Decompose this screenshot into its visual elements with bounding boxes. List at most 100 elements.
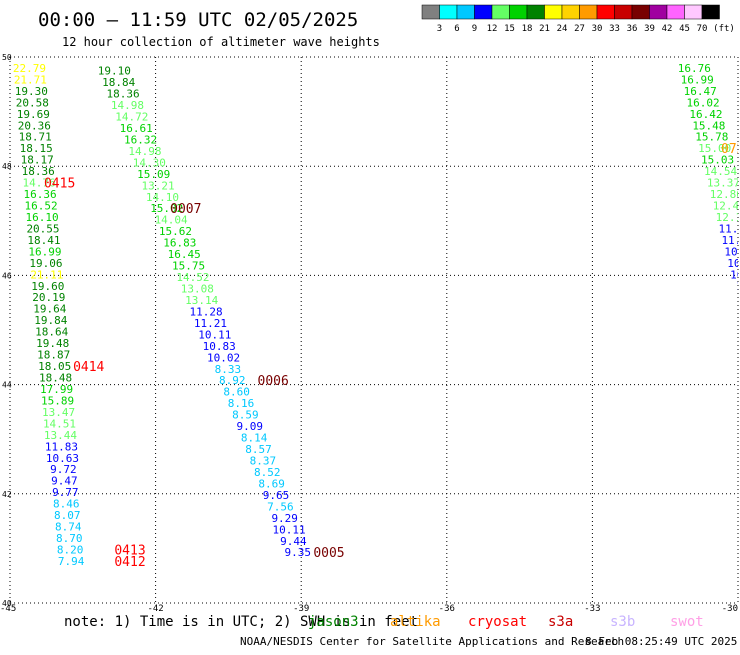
- color-tick-label: 70: [697, 24, 708, 34]
- wave-height-value: 21.71: [14, 73, 47, 86]
- wave-height-value: 9.35: [285, 546, 312, 559]
- wave-height-value: 8.92: [219, 374, 246, 387]
- wave-height-value: 18.71: [19, 131, 52, 144]
- wave-height-value: 14.54: [704, 165, 737, 178]
- wave-height-value: 18.36: [107, 88, 140, 101]
- wave-height-value: 15.89: [41, 394, 74, 407]
- wave-height-value: 8.07: [54, 509, 81, 522]
- time-label: 0006: [258, 374, 289, 389]
- wave-height-value: 15.78: [695, 131, 728, 144]
- wave-height-value: 10.40: [727, 257, 740, 270]
- wave-height-value: 15.00: [698, 142, 731, 155]
- color-tick-label: 36: [627, 24, 638, 34]
- color-unit-label: (ft): [713, 24, 735, 34]
- color-tick-label: 33: [609, 24, 620, 34]
- y-tick-label: 42: [2, 490, 12, 499]
- time-label: 0005: [313, 546, 344, 561]
- wave-height-value: 16.10: [25, 211, 58, 224]
- x-tick-label: -36: [439, 604, 455, 614]
- wave-height-value: 8.16: [228, 397, 255, 410]
- wave-height-value: 18.41: [27, 234, 60, 247]
- color-tick-label: 42: [662, 24, 673, 34]
- time-label: 0412: [114, 555, 145, 570]
- color-tick-label: 15: [504, 24, 515, 34]
- wave-height-value: 19.48: [36, 337, 69, 350]
- wave-height-value: 14.04: [155, 214, 188, 227]
- satellite-s3b: s3b: [610, 614, 635, 630]
- color-tick-label: 27: [574, 24, 585, 34]
- wave-height-value: 8.57: [245, 443, 272, 456]
- color-swatch: [491, 4, 510, 20]
- wave-height-value: 8.74: [55, 521, 82, 534]
- color-swatch: [596, 4, 615, 20]
- wave-height-value: 14.52: [176, 271, 209, 284]
- wave-height-value: 16.02: [686, 96, 719, 109]
- chart-subtitle: 12 hour collection of altimeter wave hei…: [62, 35, 380, 49]
- wave-height-value: 18.05: [38, 360, 71, 373]
- wave-height-value: 13.44: [44, 429, 77, 442]
- x-tick-label: -30: [722, 604, 738, 614]
- wave-height-value: 16.47: [684, 85, 717, 98]
- wave-height-value: 10.83: [203, 340, 236, 353]
- wave-height-value: 8.59: [232, 409, 259, 422]
- satellite-altika: altika: [390, 614, 441, 630]
- x-tick-label: -42: [147, 604, 163, 614]
- x-tick-label: -39: [293, 604, 309, 614]
- time-label: 0413: [114, 543, 145, 558]
- wave-height-value: 13.08: [181, 283, 214, 296]
- color-swatch: [456, 4, 475, 20]
- wave-height-value: 19.84: [34, 314, 67, 327]
- y-tick-label: 48: [2, 162, 12, 171]
- color-tick-label: 30: [592, 24, 603, 34]
- wave-height-value: 8.37: [250, 454, 277, 467]
- wave-height-value: 8.69: [258, 477, 285, 490]
- wave-height-value: 8.46: [53, 498, 80, 511]
- wave-height-value: 12.44: [713, 200, 740, 213]
- track-group: 22.7921.7119.3020.5819.6920.3618.7118.15…: [13, 62, 85, 568]
- time-label: 0007: [170, 202, 201, 217]
- wave-height-value: 18.64: [35, 326, 68, 339]
- wave-height-value: 9.77: [52, 486, 79, 499]
- wave-height-value: 12.15: [716, 211, 740, 224]
- track-group: 19.1018.8418.3614.9814.7216.6116.3214.98…: [98, 65, 311, 560]
- color-swatch: [526, 4, 545, 20]
- color-swatch: [614, 4, 633, 20]
- color-swatch: [439, 4, 458, 20]
- wave-height-value: 10.11: [198, 328, 231, 341]
- color-tick-label: 12: [487, 24, 498, 34]
- color-swatch: [579, 4, 598, 20]
- wave-height-value: 11.21: [194, 317, 227, 330]
- wave-height-value: 13.14: [185, 294, 218, 307]
- wave-height-value: 18.17: [21, 154, 54, 167]
- wave-height-value: 15.02: [150, 202, 183, 215]
- wave-height-value: 18.87: [37, 349, 70, 362]
- wave-height-value: 19.69: [17, 108, 50, 121]
- time-label: 0415: [44, 177, 75, 192]
- wave-height-value: 8.33: [215, 363, 242, 376]
- color-swatch: [509, 4, 528, 20]
- wave-height-value: 19.64: [33, 303, 66, 316]
- wave-height-value: 7.56: [267, 500, 294, 513]
- y-tick-label: 40: [2, 599, 12, 608]
- color-swatch: [684, 4, 703, 20]
- wave-height-value: 15.48: [692, 119, 725, 132]
- wave-height-value: 10.68: [724, 245, 740, 258]
- x-axis-ticks: -45 -42 -39 -36 -33 -30: [0, 604, 738, 614]
- color-tick-label: 18: [522, 24, 533, 34]
- wave-height-value: 8.52: [254, 466, 281, 479]
- color-tick-label: 6: [454, 24, 459, 34]
- wave-height-value: 16.76: [678, 62, 711, 75]
- wave-height-value: 19.30: [15, 85, 48, 98]
- wave-height-value: 18.15: [20, 142, 53, 155]
- wave-height-value: 7.94: [58, 555, 85, 568]
- y-tick-label: 44: [2, 381, 12, 390]
- wave-height-value: 8.14: [241, 432, 268, 445]
- wave-height-value: 9.09: [237, 420, 264, 433]
- wave-height-value: 8.20: [57, 543, 84, 556]
- wave-height-value: 11.19: [721, 234, 740, 247]
- wave-height-value: 15.09: [137, 168, 170, 181]
- wave-height-value: 15.75: [172, 260, 205, 273]
